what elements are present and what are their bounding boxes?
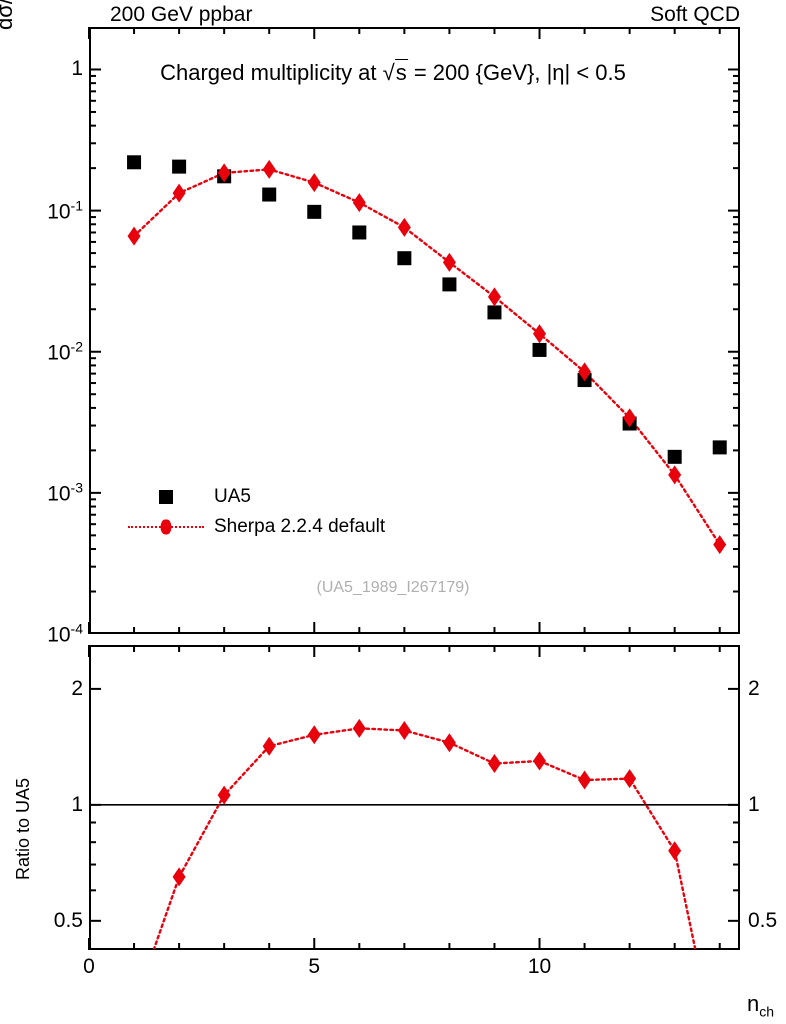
x-axis-label-text: n (746, 990, 760, 1016)
data-point-diamond (713, 535, 727, 555)
ratio-point-diamond (262, 736, 276, 756)
data-point-square (352, 225, 367, 240)
data-point-square (127, 155, 142, 170)
ratio-point-diamond (442, 733, 456, 753)
data-point-square (532, 342, 547, 357)
mc-curve-ratio (152, 727, 697, 949)
data-point-diamond (533, 324, 547, 344)
data-point-diamond (352, 193, 366, 213)
data-point-square (262, 187, 277, 202)
data-point-diamond (442, 252, 456, 272)
legend-item[interactable]: Sherpa 2.2.4 default (128, 512, 385, 542)
y-tick-label-ratio-right: 1 (748, 792, 760, 816)
y-tick-label-ratio-right: 0.5 (748, 908, 778, 932)
plot-title-suffix: = 200 {GeV}, |η| < 0.5 (407, 60, 626, 85)
ratio-point-diamond (397, 720, 411, 740)
x-axis-label-sub: ch (759, 1003, 774, 1019)
data-point-diamond (487, 287, 501, 307)
data-point-diamond (307, 173, 321, 193)
sqrt-argument: s (394, 59, 408, 85)
legend-diamond-marker-icon (128, 517, 204, 537)
data-point-square (667, 449, 682, 464)
y-tick-labels-ratio-left: 2 1 0.5 (0, 645, 83, 950)
data-point-diamond (668, 465, 682, 485)
legend: UA5 Sherpa 2.2.4 default (128, 482, 385, 542)
y-tick-labels-main: 1 10-1 10-2 10-3 10-4 (0, 27, 83, 646)
ratio-point-diamond (487, 754, 501, 774)
x-tick-label: 5 (308, 955, 321, 978)
legend-item[interactable]: UA5 (128, 482, 385, 512)
ratio-point-diamond (217, 785, 231, 805)
data-point-diamond (397, 217, 411, 237)
x-tick-labels: 0 5 10 (83, 955, 740, 981)
analysis-watermark: (UA5_1989_I267179) (316, 579, 470, 596)
legend-label: Sherpa 2.2.4 default (214, 516, 386, 537)
ratio-point-diamond (307, 725, 321, 745)
y-tick-label-main: 10-1 (47, 197, 83, 224)
ratio-point-diamond (668, 841, 682, 861)
ratio-point-diamond (172, 867, 186, 887)
data-point-square (307, 204, 322, 219)
y-tick-label-ratio-right: 2 (748, 676, 760, 700)
ratio-point-diamond (352, 718, 366, 738)
data-point-square (442, 277, 457, 292)
y-tick-label-main: 1 (71, 57, 83, 81)
plot-title: Charged multiplicity at √s = 200 {GeV}, … (160, 59, 626, 85)
x-tick-label: 10 (527, 955, 552, 978)
legend-square-marker-icon (128, 487, 204, 507)
data-point-diamond (172, 183, 186, 203)
y-tick-label-ratio-left: 1 (71, 792, 83, 816)
data-point-square (487, 305, 502, 320)
ratio-point-diamond (623, 769, 637, 789)
header-right-label: Soft QCD (650, 3, 740, 26)
data-point-square (172, 159, 187, 174)
data-point-diamond (127, 226, 141, 246)
ratio-plot-panel (89, 645, 740, 950)
ratio-point-diamond (533, 751, 547, 771)
ratio-point-diamond (578, 770, 592, 790)
ratio-series-group (152, 718, 697, 949)
x-tick-label: 0 (83, 955, 95, 978)
data-point-square (712, 440, 727, 455)
y-tick-label-main: 10-4 (47, 620, 83, 647)
x-axis-label: nch (746, 990, 774, 1019)
data-point-diamond (578, 362, 592, 382)
mc-curve-main (132, 168, 721, 546)
sqrt-symbol: √ (382, 60, 395, 85)
plot-title-prefix: Charged multiplicity at (160, 60, 383, 85)
y-tick-label-main: 10-3 (47, 479, 83, 506)
y-tick-labels-ratio-right: 2 1 0.5 (748, 645, 786, 950)
data-point-square (397, 251, 412, 266)
y-tick-label-ratio-left: 2 (71, 676, 83, 700)
data-point-diamond (623, 408, 637, 428)
data-point-diamond (262, 159, 276, 179)
main-plot-panel (89, 27, 740, 634)
header-left-label: 200 GeV ppbar (110, 3, 253, 26)
y-tick-label-main: 10-2 (47, 338, 83, 365)
legend-label: UA5 (214, 486, 251, 507)
y-tick-label-ratio-left: 0.5 (53, 908, 83, 932)
data-point-diamond (217, 163, 231, 183)
